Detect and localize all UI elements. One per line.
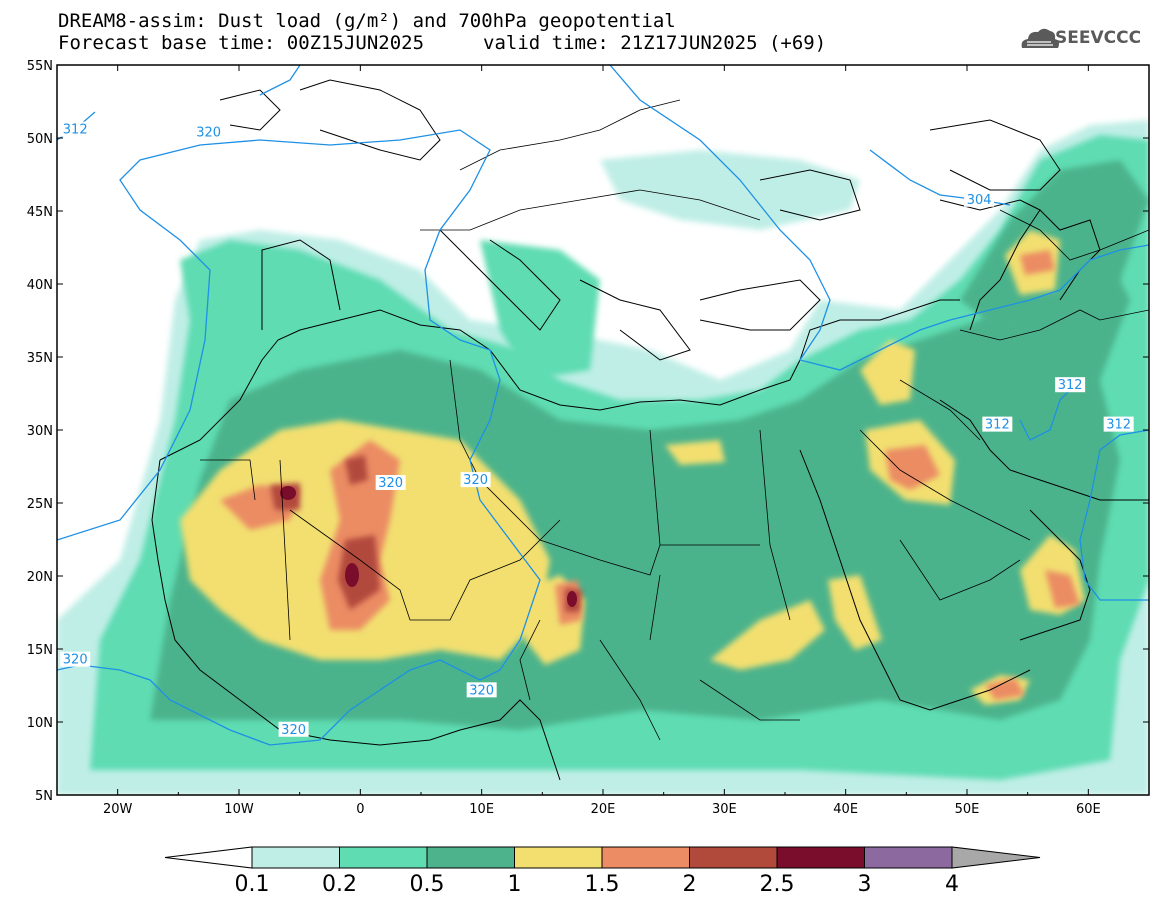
longitude-label: 30E [712,802,737,817]
longitude-labels: 20W 10W 0 10E 20E 30E 40E 50E 60E [103,802,1101,817]
colorbar-bin [426,846,515,869]
map-title-line1: DREAM8-assim: Dust load (g/m²) and 700hP… [58,10,676,32]
contour-label: 312 [1055,377,1086,393]
contour-label: 320 [278,721,309,738]
contour-label: 320 [466,682,497,698]
dust-field [57,65,1149,795]
map-title-base-time: Forecast base time: 00Z15JUN2025 [58,32,425,54]
colorbar-label: 4 [945,872,959,897]
latitude-label: 45N [27,205,53,220]
colorbar-bin [251,846,340,869]
svg-text:320: 320 [378,476,403,491]
longitude-label: 20W [103,802,133,817]
latitude-label: 10N [27,716,53,731]
svg-text:320: 320 [463,473,488,488]
dust-level-2.5 [280,486,577,607]
contour-label: 312 [60,121,91,138]
svg-text:320: 320 [196,126,221,141]
svg-text:312: 312 [1106,418,1131,433]
latitude-label: 20N [27,570,53,585]
svg-text:304: 304 [967,193,992,208]
latitude-label: 40N [27,278,53,293]
colorbar-label: 1.5 [584,872,620,897]
colorbar-bin [689,846,778,869]
logo-text: SEEVCCC [1055,28,1142,48]
colorbar-over [951,846,1041,869]
country-borders [200,99,1149,741]
colorbar-label: 1 [507,872,522,897]
contour-label: 312 [982,416,1013,433]
colorbar-label: 0.2 [322,872,357,897]
longitude-label: 40E [833,802,858,817]
dust-level-0.2-north [480,240,600,380]
latitude-label: 30N [27,424,53,439]
longitude-label: 50E [955,802,980,817]
longitude-label: 10E [469,802,494,817]
svg-text:320: 320 [469,683,494,698]
svg-text:312: 312 [1058,378,1083,393]
colorbar-label: 0.5 [409,872,445,897]
contour-label: 320 [193,124,224,141]
colorbar [164,846,1041,869]
contour-label: 320 [460,472,491,488]
svg-text:312: 312 [63,123,88,138]
colorbar-bin [776,846,865,869]
cloud-icon [1021,28,1059,48]
colorbar-bin [864,846,953,869]
dust-level-0.1-north [600,150,860,230]
map-title-valid-time: valid time: 21Z17JUN2025 (+69) [483,32,827,54]
svg-text:320: 320 [63,653,88,668]
colorbar-bin [514,846,603,869]
latitude-label: 50N [27,132,53,147]
contour-label: 320 [60,651,91,668]
contour-labels: 312 320 320 320 320 320 320 304 312 312 312 [60,121,1134,738]
latitude-label: 15N [27,643,53,658]
latitude-label: 5N [35,789,53,804]
colorbar-under [164,846,253,869]
colorbar-label: 0.1 [234,872,270,897]
contour-label: 320 [375,475,406,491]
latitude-label: 35N [27,351,53,366]
axis-ticks [56,64,1150,796]
latitude-labels: 55N 50N 45N 40N 35N 30N 25N 20N 15N 10N 5N [27,59,53,804]
latitude-label: 55N [27,59,53,74]
colorbar-bin [339,846,428,869]
contour-label: 312 [1103,416,1134,433]
contour-label: 304 [964,191,995,208]
colorbar-label: 2 [682,872,697,897]
colorbar-label: 2.5 [759,872,795,897]
longitude-label: 60E [1076,802,1101,817]
latitude-label: 25N [27,497,53,512]
longitude-label: 20E [591,802,616,817]
colorbar-bin [601,846,690,869]
svg-text:320: 320 [281,723,306,738]
longitude-label: 0 [356,802,364,817]
svg-text:312: 312 [985,418,1010,433]
longitude-label: 10W [224,802,254,817]
colorbar-label: 3 [857,872,872,897]
